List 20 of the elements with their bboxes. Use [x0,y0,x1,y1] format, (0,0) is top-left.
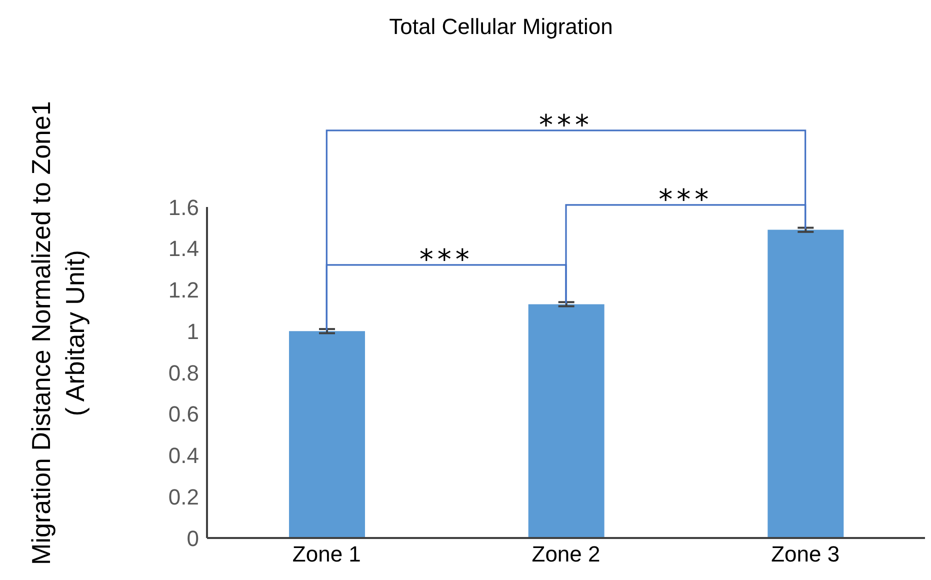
chart-title: Total Cellular Migration [388,14,614,40]
y-tick-label: 1 [186,318,199,344]
y-tick-label: 1.4 [168,236,199,262]
x-tick-label: Zone 2 [532,542,600,567]
y-tick-label: 1.2 [168,278,199,303]
annotation: *** [419,242,474,276]
y-axis-title: Migration Distance Normalized to Zone1 ( Arbitary Unit) [25,100,91,564]
x-tick-label: Zone 1 [292,542,361,567]
annotation: *** [658,182,713,216]
bar [768,230,844,538]
y-tick-label: 0.4 [168,443,199,468]
y-tick-label: 1.6 [168,194,199,220]
y-tick-label: 0.2 [168,484,199,510]
y-tick-label: 0.6 [168,402,199,427]
y-tick-label: 0.8 [168,360,199,386]
bar [289,331,365,538]
y-tick-label: 0 [186,526,199,551]
bar [528,304,604,538]
text: *** [539,108,593,142]
x-tick-label: Zone 3 [771,542,840,567]
